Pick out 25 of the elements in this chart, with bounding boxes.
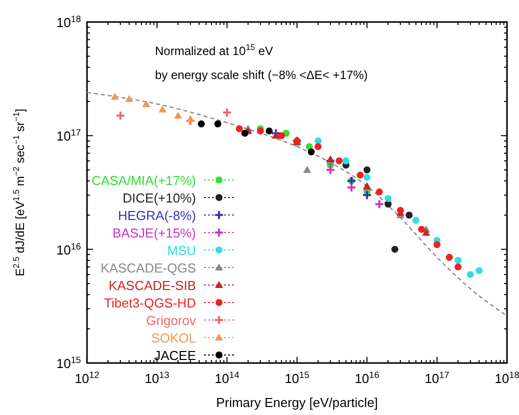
y-tick-label: 10$^{18}$ <box>56 14 81 30</box>
legend-label: HEGRA(-8%) <box>118 208 196 223</box>
legend-label: Tibet3-QGS-HD <box>104 296 196 310</box>
y-tick-label: 10$^{17}$ <box>56 128 81 144</box>
legend-label: KASCADE-QGS <box>100 260 196 276</box>
x-axis-title: Primary Energy [eV/particle] <box>216 395 378 410</box>
x-tick-label: 10$^{14}$ <box>214 370 240 386</box>
x-tick-label: 10$^{13}$ <box>144 370 170 386</box>
x-tick-label: 10$^{18}$ <box>494 370 519 386</box>
x-tick-label: 10$^{12}$ <box>74 370 100 386</box>
legend-label: BASJE(+15%) <box>112 226 196 240</box>
x-tick-label: 10$^{16}$ <box>354 370 380 386</box>
x-tick-label: 10$^{15}$ <box>284 370 310 386</box>
legend-label: Grigorov <box>146 313 196 328</box>
y-tick-label: 10$^{16}$ <box>56 241 81 258</box>
legend-label: SOKOL <box>151 330 196 346</box>
legend-label: MSU <box>167 243 196 258</box>
annotation: Normalized at 10$^{15}$ eV <box>155 42 274 58</box>
x-tick-label: 10$^{17}$ <box>424 370 450 386</box>
legend-label: DICE(+10%) <box>122 190 196 206</box>
y-tick-label: 10$^{15}$ <box>56 355 81 371</box>
legend-label: KASCADE-SIB <box>108 278 196 293</box>
legend-label: CASA/MIA(+17%) <box>92 173 196 188</box>
legend-label: JACEE <box>154 348 196 363</box>
annotation: by energy scale shift (−8% <ΔE< +17%) <box>155 68 368 82</box>
